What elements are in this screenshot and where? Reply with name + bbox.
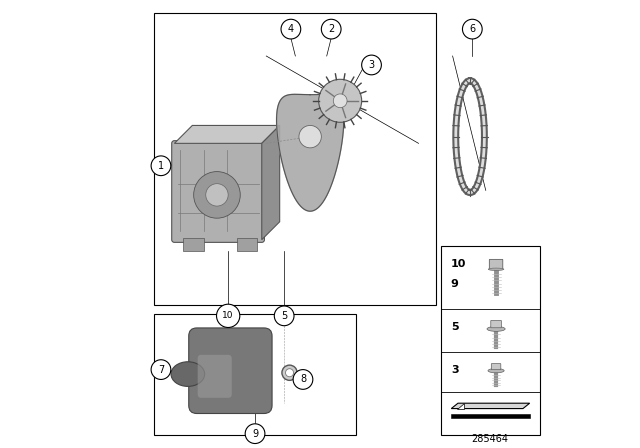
Bar bbox=[441, 246, 540, 435]
Text: 10: 10 bbox=[223, 311, 234, 320]
Polygon shape bbox=[451, 403, 530, 409]
Circle shape bbox=[299, 125, 321, 148]
Circle shape bbox=[151, 360, 171, 379]
Ellipse shape bbox=[488, 268, 504, 271]
FancyBboxPatch shape bbox=[491, 320, 501, 328]
Polygon shape bbox=[276, 95, 344, 211]
Text: 8: 8 bbox=[300, 375, 306, 384]
Circle shape bbox=[275, 306, 294, 326]
Circle shape bbox=[321, 19, 341, 39]
Circle shape bbox=[282, 365, 297, 380]
Text: 6: 6 bbox=[469, 24, 476, 34]
Circle shape bbox=[293, 370, 313, 389]
Text: 5: 5 bbox=[281, 311, 287, 321]
Text: 7: 7 bbox=[158, 365, 164, 375]
Ellipse shape bbox=[488, 369, 504, 373]
Circle shape bbox=[333, 94, 347, 108]
FancyBboxPatch shape bbox=[172, 141, 264, 242]
Polygon shape bbox=[457, 403, 464, 409]
FancyBboxPatch shape bbox=[198, 355, 232, 398]
FancyBboxPatch shape bbox=[490, 259, 503, 270]
Circle shape bbox=[319, 79, 362, 122]
Circle shape bbox=[285, 369, 294, 377]
Circle shape bbox=[281, 19, 301, 39]
Text: 3: 3 bbox=[451, 365, 458, 375]
FancyBboxPatch shape bbox=[189, 328, 272, 414]
Circle shape bbox=[362, 55, 381, 75]
Polygon shape bbox=[451, 414, 530, 418]
Text: 1: 1 bbox=[158, 161, 164, 171]
Text: 3: 3 bbox=[369, 60, 374, 70]
Ellipse shape bbox=[487, 327, 505, 332]
Polygon shape bbox=[262, 125, 280, 240]
Bar bbox=[184, 238, 204, 251]
Circle shape bbox=[216, 304, 240, 327]
Text: 285464: 285464 bbox=[472, 434, 509, 444]
Text: 9: 9 bbox=[252, 429, 258, 439]
FancyBboxPatch shape bbox=[492, 364, 501, 370]
Circle shape bbox=[194, 172, 240, 218]
Text: 4: 4 bbox=[288, 24, 294, 34]
Circle shape bbox=[151, 156, 171, 176]
Bar bbox=[154, 314, 356, 435]
Bar bbox=[237, 238, 257, 251]
Text: 9: 9 bbox=[451, 280, 459, 289]
Text: 5: 5 bbox=[451, 322, 458, 332]
Bar bbox=[154, 13, 436, 305]
Circle shape bbox=[206, 184, 228, 206]
Polygon shape bbox=[174, 125, 280, 143]
Text: 2: 2 bbox=[328, 24, 334, 34]
Circle shape bbox=[463, 19, 482, 39]
Ellipse shape bbox=[171, 362, 205, 386]
Text: 10: 10 bbox=[451, 259, 466, 269]
Circle shape bbox=[245, 424, 265, 444]
